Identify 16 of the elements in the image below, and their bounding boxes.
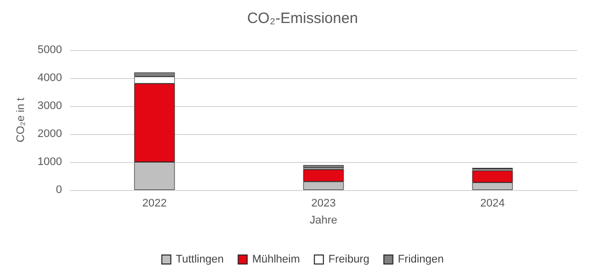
legend-label: Fridingen	[398, 254, 444, 266]
x-tick-label: 2024	[480, 198, 505, 210]
x-tick-label: 2023	[311, 198, 336, 210]
legend-label: Mühlheim	[252, 254, 300, 266]
y-tick-label: 2000	[38, 128, 62, 140]
legend-label: Tuttlingen	[176, 254, 224, 266]
y-tick-label: 0	[56, 184, 62, 196]
y-axis-title: CO₂e in t	[15, 98, 28, 142]
chart-title: CO₂-Emissionen	[247, 10, 358, 27]
y-tick-label: 3000	[38, 100, 62, 112]
x-axis-title: Jahre	[310, 214, 338, 226]
legend-label: Freiburg	[328, 254, 370, 266]
y-tick-label: 1000	[38, 156, 62, 168]
y-tick-label: 5000	[38, 44, 62, 56]
y-tick-label: 4000	[38, 72, 62, 84]
x-tick-label: 2022	[142, 198, 167, 210]
